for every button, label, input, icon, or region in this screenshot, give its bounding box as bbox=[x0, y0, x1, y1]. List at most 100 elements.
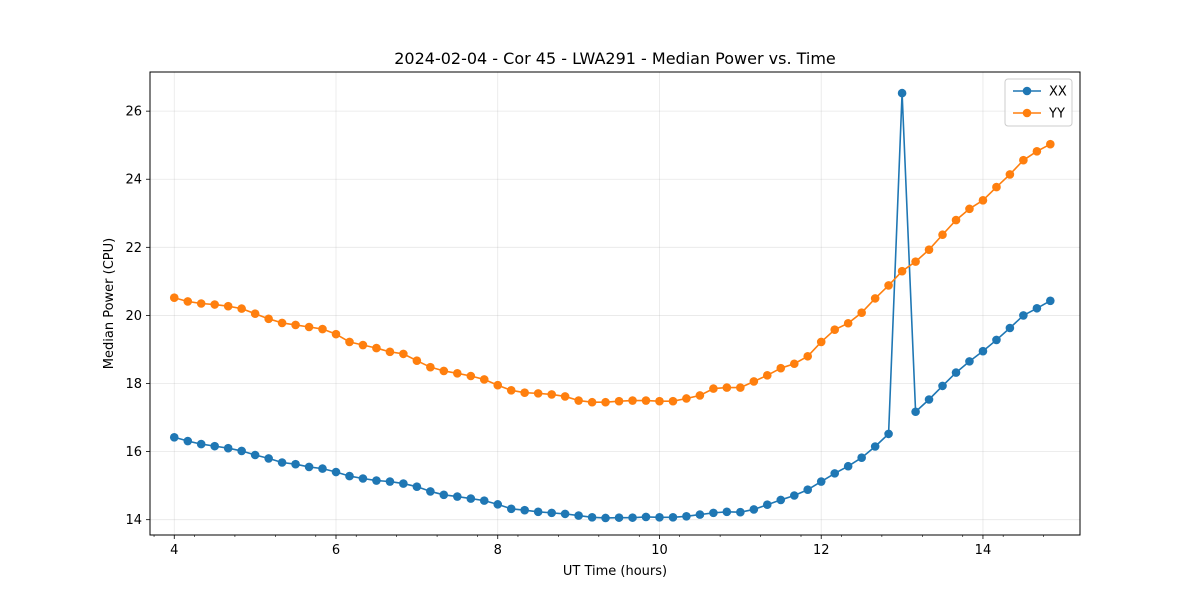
data-point-yy bbox=[196, 299, 206, 308]
data-point-xx bbox=[924, 395, 934, 404]
data-point-yy bbox=[358, 340, 368, 350]
data-point-yy bbox=[439, 366, 449, 376]
data-point-yy bbox=[372, 343, 381, 353]
x-axis-label: UT Time (hours) bbox=[563, 564, 667, 579]
data-point-yy bbox=[1046, 139, 1055, 149]
data-point-xx bbox=[345, 471, 354, 481]
data-point-yy bbox=[978, 196, 988, 205]
data-point-xx bbox=[210, 441, 219, 451]
data-point-yy bbox=[560, 392, 570, 401]
data-point-yy bbox=[412, 356, 422, 365]
data-point-xx bbox=[614, 513, 624, 522]
data-point-xx bbox=[668, 513, 678, 522]
data-point-yy bbox=[291, 320, 300, 330]
data-point-yy bbox=[682, 394, 691, 403]
data-point-yy bbox=[453, 368, 462, 378]
y-tick-label: 26 bbox=[125, 105, 142, 120]
data-point-xx bbox=[628, 513, 637, 522]
data-point-xx bbox=[493, 500, 503, 509]
data-point-yy bbox=[749, 377, 759, 386]
data-point-yy bbox=[210, 300, 219, 309]
data-point-xx bbox=[601, 513, 610, 523]
data-point-yy bbox=[884, 281, 893, 290]
data-point-xx bbox=[951, 368, 961, 377]
data-point-yy bbox=[736, 383, 745, 392]
data-point-yy bbox=[709, 384, 718, 393]
data-point-xx bbox=[439, 490, 449, 500]
data-point-yy bbox=[911, 257, 920, 266]
data-point-yy bbox=[843, 318, 853, 328]
data-point-yy bbox=[951, 215, 961, 225]
data-point-yy bbox=[399, 349, 408, 359]
data-point-yy bbox=[223, 301, 233, 311]
data-point-xx bbox=[897, 88, 907, 98]
data-point-xx bbox=[857, 453, 866, 463]
data-point-yy bbox=[264, 314, 273, 324]
data-point-yy bbox=[385, 347, 395, 357]
data-point-xx bbox=[736, 507, 745, 517]
data-point-yy bbox=[345, 337, 354, 347]
legend-label-xx: XX bbox=[1049, 85, 1067, 100]
data-point-yy bbox=[547, 390, 556, 399]
data-point-xx bbox=[304, 462, 314, 472]
data-point-yy bbox=[1019, 155, 1028, 165]
data-point-xx bbox=[506, 504, 516, 514]
data-point-xx bbox=[830, 469, 840, 478]
data-point-yy bbox=[762, 371, 772, 380]
data-point-xx bbox=[291, 459, 300, 469]
data-point-xx bbox=[911, 407, 920, 417]
data-point-xx bbox=[803, 485, 813, 495]
data-point-xx bbox=[183, 436, 193, 446]
y-tick-label: 22 bbox=[125, 241, 142, 256]
data-point-yy bbox=[938, 230, 947, 240]
data-point-xx bbox=[776, 495, 786, 505]
data-point-xx bbox=[574, 511, 583, 520]
data-point-yy bbox=[857, 308, 866, 317]
data-point-yy bbox=[506, 386, 516, 395]
data-point-xx bbox=[560, 509, 570, 519]
data-point-xx bbox=[237, 446, 246, 456]
data-point-xx bbox=[453, 492, 462, 501]
y-tick-label: 24 bbox=[125, 173, 142, 188]
data-point-yy bbox=[668, 396, 678, 406]
data-point-xx bbox=[938, 381, 947, 391]
y-tick-label: 14 bbox=[125, 513, 142, 528]
data-point-xx bbox=[520, 505, 529, 515]
data-point-xx bbox=[816, 477, 826, 486]
chart-title: 2024-02-04 - Cor 45 - LWA291 - Median Po… bbox=[394, 49, 836, 68]
data-point-xx bbox=[426, 487, 435, 496]
data-point-yy bbox=[641, 396, 651, 405]
data-point-yy bbox=[628, 396, 637, 405]
legend-label-yy: YY bbox=[1048, 107, 1065, 122]
data-point-yy bbox=[183, 297, 193, 306]
series-xx bbox=[169, 88, 1055, 523]
data-point-yy bbox=[479, 375, 489, 384]
data-point-xx bbox=[695, 510, 705, 519]
x-tick-label: 6 bbox=[332, 543, 340, 558]
data-point-xx bbox=[412, 482, 422, 491]
data-point-xx bbox=[682, 511, 691, 521]
data-point-xx bbox=[884, 429, 893, 439]
data-point-xx bbox=[1005, 323, 1015, 333]
data-point-xx bbox=[722, 507, 732, 517]
y-tick-label: 20 bbox=[125, 309, 142, 324]
data-point-xx bbox=[547, 508, 556, 518]
data-point-yy bbox=[776, 363, 786, 373]
data-point-xx bbox=[399, 479, 408, 488]
data-point-yy bbox=[493, 380, 503, 390]
data-point-xx bbox=[169, 432, 179, 442]
data-point-yy bbox=[803, 351, 813, 361]
data-point-yy bbox=[965, 204, 974, 214]
data-point-yy bbox=[574, 396, 583, 405]
data-point-xx bbox=[762, 500, 772, 510]
data-point-yy bbox=[789, 359, 799, 369]
data-point-xx bbox=[318, 464, 327, 473]
data-point-yy bbox=[587, 397, 597, 407]
data-point-xx bbox=[196, 439, 206, 449]
data-point-yy bbox=[426, 362, 435, 372]
data-point-xx bbox=[331, 467, 341, 477]
data-point-xx bbox=[372, 476, 381, 485]
data-point-yy bbox=[304, 322, 314, 332]
data-point-yy bbox=[466, 371, 476, 381]
